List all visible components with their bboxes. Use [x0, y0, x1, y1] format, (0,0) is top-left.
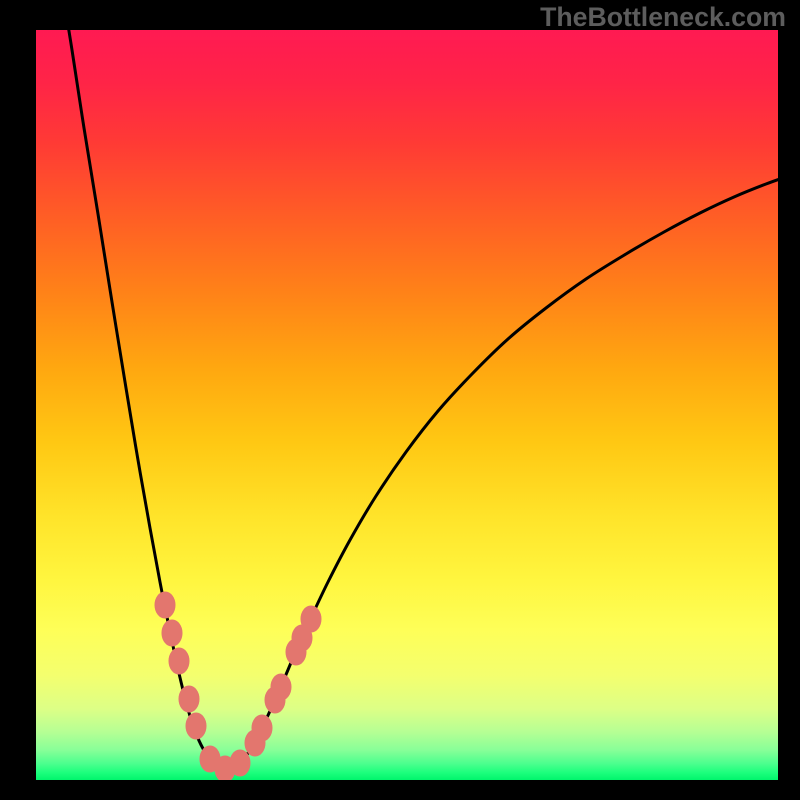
data-marker: [252, 715, 272, 741]
curve-layer: [36, 30, 778, 780]
data-marker: [186, 713, 206, 739]
data-marker: [230, 750, 250, 776]
data-marker: [169, 648, 189, 674]
watermark-text: TheBottleneck.com: [540, 2, 786, 33]
plot-area: [36, 30, 778, 780]
data-marker: [301, 606, 321, 632]
data-marker: [271, 674, 291, 700]
data-marker: [162, 620, 182, 646]
data-marker: [179, 686, 199, 712]
data-marker: [155, 592, 175, 618]
chart-frame: TheBottleneck.com: [0, 0, 800, 800]
